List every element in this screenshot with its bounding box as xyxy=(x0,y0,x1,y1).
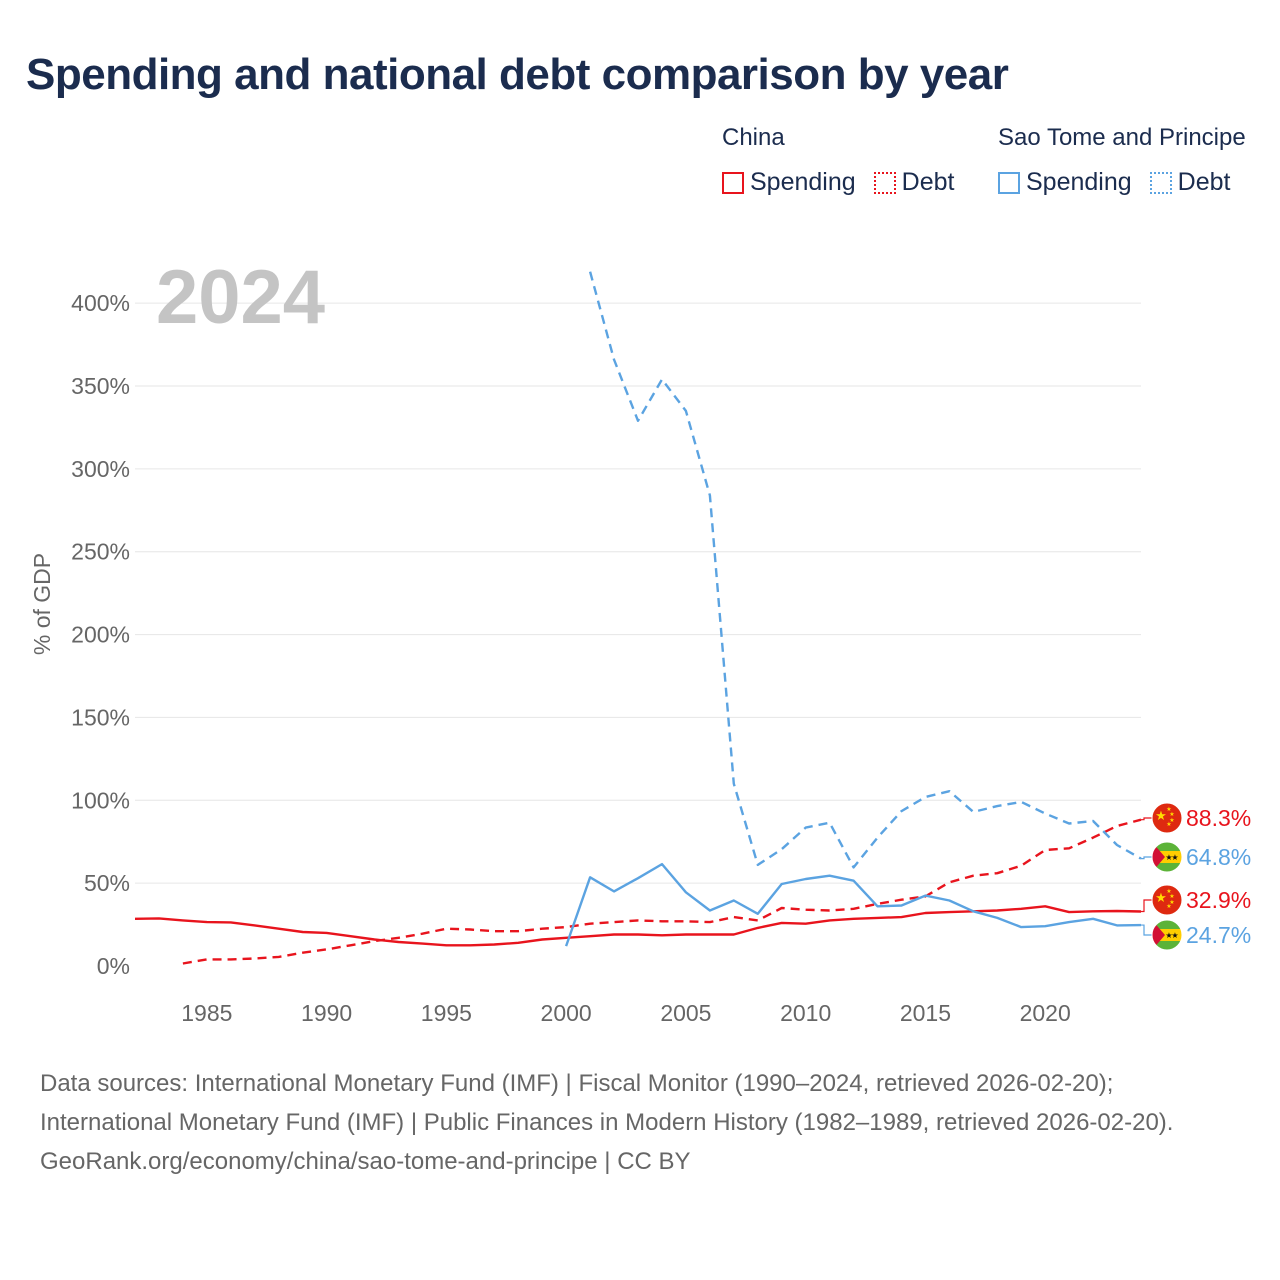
legend-item-stp-spending[interactable]: Spending xyxy=(998,168,1132,197)
svg-text:★: ★ xyxy=(1165,853,1172,862)
x-tick-label: 2000 xyxy=(541,1000,592,1026)
svg-text:★: ★ xyxy=(1169,893,1174,900)
china-flag-icon: ★ ★★★★ xyxy=(1151,802,1183,834)
svg-text:★: ★ xyxy=(1166,806,1171,813)
legend-swatch-solid xyxy=(998,171,1020,194)
svg-text:★: ★ xyxy=(1169,899,1174,906)
legend-group-label: Sao Tome and Principe xyxy=(998,124,1246,151)
sao-tome-flag-icon: ★★ xyxy=(1151,919,1183,951)
svg-text:★: ★ xyxy=(1155,891,1167,906)
series-line-sao-tome-and-principe-spending xyxy=(564,862,1142,947)
y-axis-label: % of GDP xyxy=(29,553,55,655)
y-tick-label: 150% xyxy=(71,704,130,730)
credit: GeoRank.org/economy/china/sao-tome-and-p… xyxy=(40,1148,691,1175)
legend-item-stp-debt[interactable]: Debt xyxy=(1149,168,1231,197)
svg-text:★: ★ xyxy=(1155,809,1167,824)
y-tick-label: 250% xyxy=(71,539,130,565)
x-tick-label: 2020 xyxy=(1020,1000,1071,1026)
footer: Data sources: International Monetary Fun… xyxy=(40,1064,1240,1181)
x-tick-label: 2005 xyxy=(660,1000,711,1026)
svg-text:★: ★ xyxy=(1171,931,1178,940)
legend-item-china-spending[interactable]: Spending xyxy=(722,168,856,197)
y-tick-label: 100% xyxy=(71,787,130,813)
legend-item-label: Spending xyxy=(1026,168,1132,196)
series-line-china-debt xyxy=(182,818,1142,965)
legend-item-label: Spending xyxy=(750,168,856,196)
legend-group-china: China Spending Debt xyxy=(722,124,954,197)
legend-item-china-debt[interactable]: Debt xyxy=(873,168,955,197)
svg-text:★: ★ xyxy=(1169,811,1174,818)
end-value-label: 88.3% xyxy=(1186,805,1251,831)
end-value-label: 24.7% xyxy=(1186,922,1251,948)
legend-group-label: China xyxy=(722,124,785,151)
series-line-china-spending xyxy=(134,905,1142,947)
year-watermark: 2024 xyxy=(156,255,325,340)
x-tick-label: 1985 xyxy=(181,1000,232,1026)
legend-swatch-dotted xyxy=(873,171,896,194)
data-sources: Data sources: International Monetary Fun… xyxy=(40,1070,1174,1136)
end-label-connector xyxy=(1141,817,1152,821)
sao-tome-flag-icon: ★★ xyxy=(1151,841,1183,873)
y-tick-label: 350% xyxy=(71,373,130,399)
svg-text:★: ★ xyxy=(1166,821,1171,828)
end-value-label: 32.9% xyxy=(1186,887,1251,913)
end-value-label: 64.8% xyxy=(1186,844,1251,870)
series-line-sao-tome-and-principe-debt xyxy=(588,271,1142,869)
svg-text:★: ★ xyxy=(1169,817,1174,824)
y-tick-label: 50% xyxy=(84,870,130,896)
end-label-connector xyxy=(1141,856,1152,860)
legend-swatch-solid xyxy=(722,171,744,194)
x-tick-label: 1990 xyxy=(301,1000,352,1026)
legend-item-label: Debt xyxy=(1177,168,1231,196)
x-tick-label: 2015 xyxy=(900,1000,951,1026)
y-tick-label: 400% xyxy=(71,290,130,316)
chart-title: Spending and national debt comparison by… xyxy=(26,50,1009,99)
legend-swatch-dotted xyxy=(1149,171,1172,194)
legend-item-label: Debt xyxy=(901,168,955,196)
end-label-connector xyxy=(1141,924,1152,936)
x-tick-label: 2010 xyxy=(780,1000,831,1026)
svg-text:★: ★ xyxy=(1171,853,1178,862)
line-chart: 2024 0% 50% 100% 150% 200% 250% 300% 350% 400% 1… xyxy=(29,255,1251,1026)
china-flag-icon: ★ ★★★★ xyxy=(1151,884,1183,916)
y-tick-label: 200% xyxy=(71,622,130,648)
end-label-connector xyxy=(1141,899,1152,913)
svg-text:★: ★ xyxy=(1166,903,1171,910)
y-tick-label: 0% xyxy=(97,953,130,979)
svg-text:★: ★ xyxy=(1166,888,1171,895)
y-tick-label: 300% xyxy=(71,456,130,482)
svg-text:★: ★ xyxy=(1165,931,1172,940)
legend-group-sao-tome: Sao Tome and Principe Spending Debt xyxy=(998,124,1246,197)
x-tick-label: 1995 xyxy=(421,1000,472,1026)
